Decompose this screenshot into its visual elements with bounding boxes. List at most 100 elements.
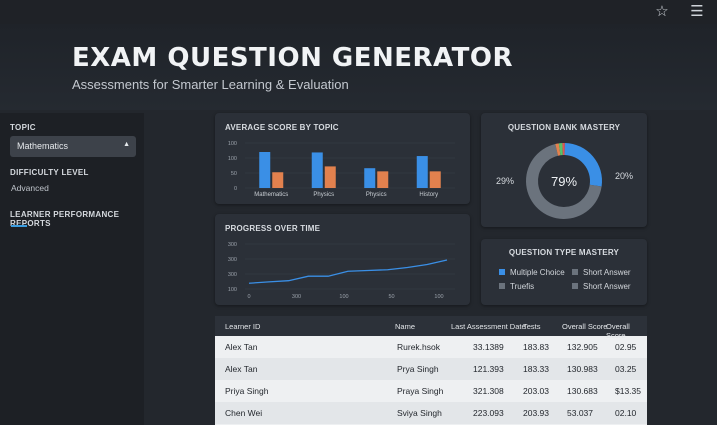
legend-swatch xyxy=(572,269,578,275)
table-cell: 321.308 xyxy=(473,386,504,396)
y-tick-label: 50 xyxy=(231,171,237,177)
legend-item: Short Answer xyxy=(572,282,631,291)
x-tick-label: 100 xyxy=(434,294,443,300)
table-cell: Praya Singh xyxy=(397,386,444,396)
table-cell: Alex Tan xyxy=(225,342,258,352)
column-header[interactable]: Overall Score xyxy=(606,322,630,340)
table-cell: Sviya Singh xyxy=(397,408,442,418)
x-tick-label: Physics xyxy=(313,192,334,198)
donut-slice xyxy=(555,143,561,156)
bar xyxy=(272,172,284,188)
caret-up-icon: ▲ xyxy=(123,141,130,148)
bar xyxy=(311,152,323,188)
column-header[interactable]: Overall Score xyxy=(562,322,608,331)
y-tick-label: 100 xyxy=(228,287,237,293)
table-cell: 183.83 xyxy=(523,342,549,352)
table-cell: Alex Tan xyxy=(225,364,258,374)
x-tick-label: 100 xyxy=(339,294,348,300)
table-cell: Priya Singh xyxy=(225,386,269,396)
table-cell: 132.905 xyxy=(567,342,598,352)
progress-chart: 300 300 300 100 0 300 100 50 100 xyxy=(228,242,455,300)
active-indicator xyxy=(11,225,27,227)
table-cell: 203.93 xyxy=(523,408,549,418)
learner-table: Learner ID Name Last Assessment Date Tes… xyxy=(215,316,647,425)
legend-item: Truefis xyxy=(499,282,534,291)
mastery-donut-card: QUESTION BANK MASTERY 79% 29% 20% xyxy=(481,113,647,227)
table-cell: 130.683 xyxy=(567,386,598,396)
table-header: Learner ID Name Last Assessment Date Tes… xyxy=(215,316,647,340)
y-tick-label: 300 xyxy=(228,242,237,248)
table-cell: 03.25 xyxy=(615,364,637,374)
donut-right-label: 20% xyxy=(615,171,633,181)
bar xyxy=(259,152,271,188)
x-tick-label: 0 xyxy=(247,294,250,300)
table-cell: Chen Wei xyxy=(225,408,263,418)
bar xyxy=(324,166,336,188)
column-header[interactable]: Learner ID xyxy=(225,322,261,331)
y-tick-label: 100 xyxy=(228,156,237,162)
table-cell: $13.35 xyxy=(615,386,641,396)
menu-icon[interactable]: ☰ xyxy=(690,3,704,20)
bar xyxy=(377,171,389,188)
donut-slice xyxy=(562,143,565,156)
table-row[interactable]: Alex Tan Prya Singh 121.393 183.33 130.983 03… xyxy=(215,358,647,380)
topic-label: TOPIC xyxy=(10,123,36,132)
reports-link[interactable]: LEARNER PERFORMANCE REPORTS xyxy=(10,210,120,228)
page-title: EXAM QUESTION GENERATOR xyxy=(72,43,513,73)
donut-slice xyxy=(564,143,602,187)
table-cell: 53.037 xyxy=(567,408,593,418)
donut-title: QUESTION BANK MASTERY xyxy=(507,123,621,132)
column-header[interactable]: Tests xyxy=(523,322,541,331)
table-cell: 02.95 xyxy=(615,342,637,352)
x-tick-label: History xyxy=(419,192,438,198)
table-row[interactable]: Priya Singh Praya Singh 321.308 203.03 130.6… xyxy=(215,380,647,402)
table-row[interactable]: Chen WeiSuyo Singh23.381203.3368.00105.3… xyxy=(215,420,647,425)
x-tick-label: Physics xyxy=(366,192,387,198)
progress-title: PROGRESS OVER TIME xyxy=(225,224,321,233)
column-header[interactable]: Last Assessment Date xyxy=(451,322,526,331)
difficulty-label: DIFFICULTY LEVEL xyxy=(10,168,89,177)
hero-banner: EXAM QUESTION GENERATOR Assessments for … xyxy=(0,24,717,110)
average-score-card: AVERAGE SCORE BY TOPIC 100 100 50 0 Mathemat… xyxy=(215,113,470,204)
sidebar: TOPIC Mathematics ▲ DIFFICULTY LEVEL Adv… xyxy=(0,113,144,425)
legend-item: Multiple Choice xyxy=(499,268,565,277)
column-header[interactable]: Name xyxy=(395,322,416,331)
legend-swatch xyxy=(572,283,578,289)
bar xyxy=(429,171,441,188)
y-tick-label: 300 xyxy=(228,257,237,263)
table-cell: 33.1389 xyxy=(473,342,504,352)
y-tick-label: 0 xyxy=(234,186,237,192)
bar xyxy=(416,156,428,188)
legend-swatch xyxy=(499,269,505,275)
table-cell: 130.983 xyxy=(567,364,598,374)
donut-center-label: 79% xyxy=(551,174,577,189)
y-tick-label: 300 xyxy=(228,272,237,278)
mastery-donut-chart: 79% 29% 20% xyxy=(496,143,633,219)
average-score-chart: 100 100 50 0 Mathematics Physics Physics Histor… xyxy=(228,141,455,198)
table-cell: 223.093 xyxy=(473,408,504,418)
x-tick-label: 300 xyxy=(292,294,301,300)
table-row[interactable]: Chen Wei Sviya Singh 223.093 203.93 53.037 02… xyxy=(215,402,647,424)
legend-item: Short Answer xyxy=(572,268,631,277)
legend-swatch xyxy=(499,283,505,289)
table-cell: Prya Singh xyxy=(397,364,439,374)
table-cell: 203.03 xyxy=(523,386,549,396)
y-tick-label: 100 xyxy=(228,141,237,147)
difficulty-value[interactable]: Advanced xyxy=(11,183,49,193)
x-tick-label: 50 xyxy=(388,294,394,300)
donut-slice xyxy=(526,144,602,219)
topic-select-value: Mathematics xyxy=(17,141,69,151)
progress-card: PROGRESS OVER TIME 300 300 300 100 0 300 100 50… xyxy=(215,214,470,305)
question-type-card: QUESTION TYPE MASTERY Multiple Choice Sh… xyxy=(481,239,647,305)
top-bar: ☆ ☰ xyxy=(0,0,717,24)
question-type-title: QUESTION TYPE MASTERY xyxy=(508,248,620,257)
topic-select[interactable]: Mathematics ▲ xyxy=(10,136,136,157)
table-row[interactable]: Alex Tan Rurek.hsok 33.1389 183.83 132.905 02… xyxy=(215,336,647,358)
table-cell: 02.10 xyxy=(615,408,637,418)
donut-left-label: 29% xyxy=(496,176,514,186)
table-cell: 121.393 xyxy=(473,364,504,374)
x-tick-label: Mathematics xyxy=(254,192,288,198)
star-icon[interactable]: ☆ xyxy=(655,3,669,20)
table-cell: 183.33 xyxy=(523,364,549,374)
series-line xyxy=(248,259,448,284)
